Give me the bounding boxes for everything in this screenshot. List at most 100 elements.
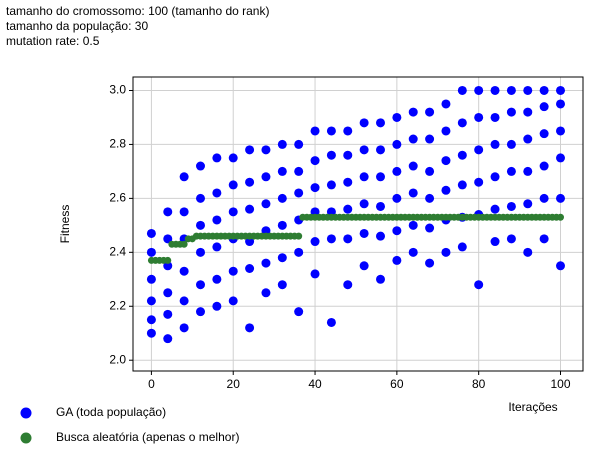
- data-point: [376, 274, 385, 284]
- y-tick-label: 2.4: [109, 244, 126, 258]
- data-point: [441, 126, 451, 136]
- data-point: [294, 307, 304, 317]
- data-point: [163, 261, 173, 271]
- plot-frame: [132, 76, 584, 372]
- x-tick-label: 60: [390, 377, 404, 391]
- data-point: [556, 193, 565, 203]
- data-point: [425, 166, 435, 176]
- data-point: [359, 228, 369, 238]
- data-point: [310, 207, 320, 217]
- data-point: [392, 139, 402, 149]
- legend-label: GA (toda população): [56, 405, 166, 419]
- data-point: [556, 153, 565, 163]
- data-point: [425, 223, 435, 233]
- data-point: [490, 204, 500, 214]
- data-point: [376, 201, 385, 211]
- data-point: [212, 242, 222, 252]
- data-point: [359, 261, 369, 271]
- data-point: [261, 258, 271, 268]
- data-point: [359, 145, 369, 155]
- data-point: [245, 177, 255, 187]
- data-point: [277, 166, 287, 176]
- data-point: [277, 139, 287, 149]
- data-point: [441, 99, 451, 109]
- data-point: [245, 323, 255, 333]
- data-point: [196, 220, 205, 230]
- data-point: [228, 207, 238, 217]
- data-point: [212, 188, 222, 198]
- data-point: [474, 112, 484, 122]
- data-point: [146, 296, 156, 306]
- data-point: [392, 166, 402, 176]
- data-point: [228, 296, 238, 306]
- data-point: [163, 334, 173, 344]
- data-point: [163, 288, 173, 298]
- data-point: [343, 126, 353, 136]
- data-point: [408, 220, 418, 230]
- data-point: [523, 134, 533, 144]
- data-point: [425, 134, 435, 144]
- data-point: [539, 102, 549, 112]
- data-point: [146, 274, 156, 284]
- data-point: [523, 247, 533, 257]
- data-point: [457, 242, 467, 252]
- data-point: [408, 107, 418, 117]
- data-point: [506, 85, 516, 95]
- header-line: tamanho da população: 30: [6, 19, 149, 33]
- data-point: [539, 161, 549, 171]
- header-line: tamanho do cromossomo: 100 (tamanho do r…: [6, 4, 270, 18]
- y-tick-label: 3.0: [109, 83, 126, 97]
- data-point: [261, 172, 271, 182]
- data-point: [245, 145, 255, 155]
- data-point: [506, 234, 516, 244]
- data-point: [326, 317, 336, 327]
- data-point: [310, 183, 320, 193]
- data-point: [392, 226, 402, 236]
- data-point: [376, 231, 385, 241]
- data-point: [212, 215, 222, 225]
- data-point: [294, 139, 304, 149]
- legend-marker: [20, 407, 32, 419]
- data-point: [359, 172, 369, 182]
- data-point: [179, 296, 189, 306]
- data-point: [228, 153, 238, 163]
- data-point: [376, 118, 385, 128]
- data-point: [212, 301, 222, 311]
- data-point: [523, 166, 533, 176]
- data-point: [539, 234, 549, 244]
- data-point: [310, 237, 320, 247]
- data-point: [506, 166, 516, 176]
- data-point: [343, 204, 353, 214]
- data-point: [556, 126, 565, 136]
- data-point: [310, 126, 320, 136]
- data-point: [490, 85, 500, 95]
- data-point: [457, 180, 467, 190]
- legend-marker: [20, 432, 32, 444]
- data-point: [441, 247, 451, 257]
- data-point: [277, 280, 287, 290]
- data-point: [179, 207, 189, 217]
- header-line: mutation rate: 0.5: [6, 34, 100, 48]
- data-point: [228, 180, 238, 190]
- data-point: [523, 107, 533, 117]
- legend-label: Busca aleatória (apenas o melhor): [56, 430, 239, 444]
- y-axis-label: Fitness: [58, 205, 72, 244]
- data-point: [343, 234, 353, 244]
- data-point: [490, 139, 500, 149]
- data-point: [425, 193, 435, 203]
- data-point: [228, 266, 238, 276]
- data-point: [326, 126, 336, 136]
- data-point: [326, 207, 336, 217]
- data-point: [359, 199, 369, 209]
- data-point: [179, 172, 189, 182]
- data-point: [146, 247, 156, 257]
- data-point: [261, 199, 271, 209]
- data-point: [261, 145, 271, 155]
- data-point: [146, 328, 156, 338]
- data-point: [523, 85, 533, 95]
- data-point: [146, 228, 156, 238]
- data-point: [376, 145, 385, 155]
- data-point: [392, 193, 402, 203]
- x-tick-label: 20: [227, 377, 241, 391]
